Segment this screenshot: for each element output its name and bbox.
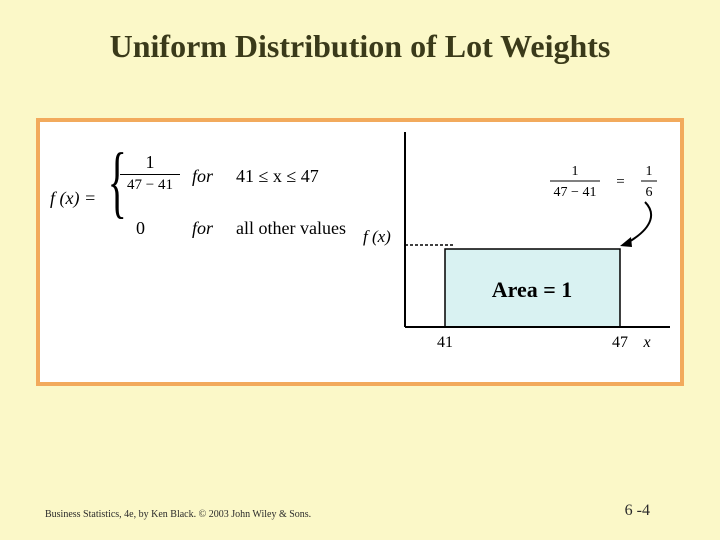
condition-1: 41 ≤ x ≤ 47 <box>236 166 319 187</box>
density-fraction: 1 47 − 41 <box>120 152 180 194</box>
content-panel: f (x) = { 1 47 − 41 for 41 ≤ x ≤ 47 0 fo… <box>36 118 684 386</box>
svg-text:Area = 1: Area = 1 <box>492 277 573 302</box>
svg-text:x: x <box>642 334 650 351</box>
condition-2: all other values <box>236 218 346 239</box>
svg-text:41: 41 <box>437 334 453 351</box>
y-axis-label: f (x) <box>363 227 391 247</box>
fraction-denominator: 47 − 41 <box>120 176 180 194</box>
svg-text:=: = <box>616 174 624 190</box>
svg-text:1: 1 <box>646 164 653 179</box>
fraction-numerator: 1 <box>120 152 180 175</box>
page-number: 6 -4 <box>625 502 650 520</box>
footer-citation: Business Statistics, 4e, by Ken Black. ©… <box>45 509 311 520</box>
svg-text:47: 47 <box>612 334 628 351</box>
distribution-chart: f (x) 1 47 − 41 = 1 6 Area = 1 41 47 x <box>365 127 675 367</box>
pdf-formula: f (x) = { 1 47 − 41 for 41 ≤ x ≤ 47 0 fo… <box>48 148 358 248</box>
zero-value: 0 <box>136 218 145 239</box>
fx-label: f (x) = <box>50 188 96 209</box>
svg-text:1: 1 <box>572 164 579 179</box>
svg-text:47 − 41: 47 − 41 <box>554 185 597 200</box>
chart-svg: 1 47 − 41 = 1 6 Area = 1 41 47 x <box>365 127 675 367</box>
svg-text:6: 6 <box>646 185 653 200</box>
for-label-2: for <box>192 218 213 239</box>
page-title: Uniform Distribution of Lot Weights <box>0 0 720 85</box>
for-label-1: for <box>192 166 213 187</box>
